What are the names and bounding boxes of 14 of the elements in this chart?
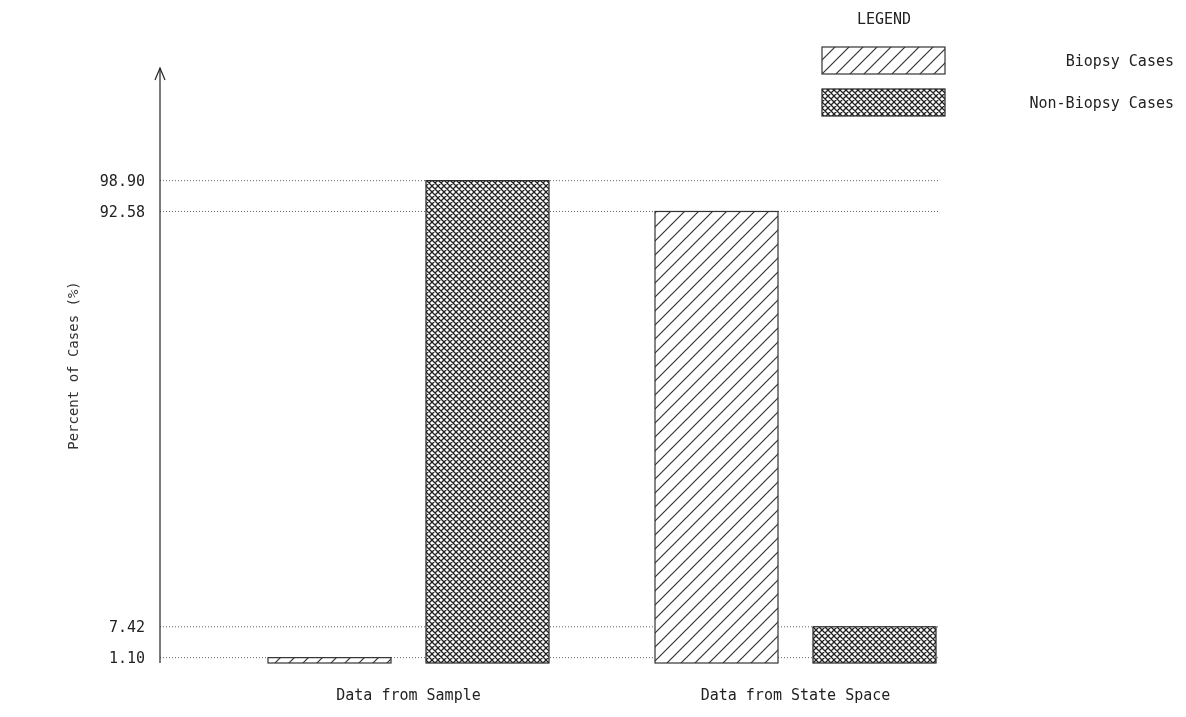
- bar: [267, 657, 392, 664]
- y-tick-label: 92.58: [99, 202, 145, 221]
- x-tick-label: Data from State Space: [700, 686, 891, 704]
- y-axis-title: Percent of Cases (%): [65, 281, 81, 450]
- x-tick-label: Data from Sample: [336, 686, 481, 704]
- y-tick-label: 7.42: [108, 618, 145, 637]
- bar: [812, 626, 937, 664]
- bar: [425, 180, 550, 664]
- bar: [654, 210, 779, 664]
- text: Non-Biopsy Cases: [1029, 94, 1174, 113]
- y-tick-label: 1.10: [108, 648, 145, 667]
- y-tick-label: 98.90: [99, 171, 145, 190]
- legend-title: LEGEND: [856, 10, 912, 28]
- text: Biopsy Cases: [1065, 52, 1174, 71]
